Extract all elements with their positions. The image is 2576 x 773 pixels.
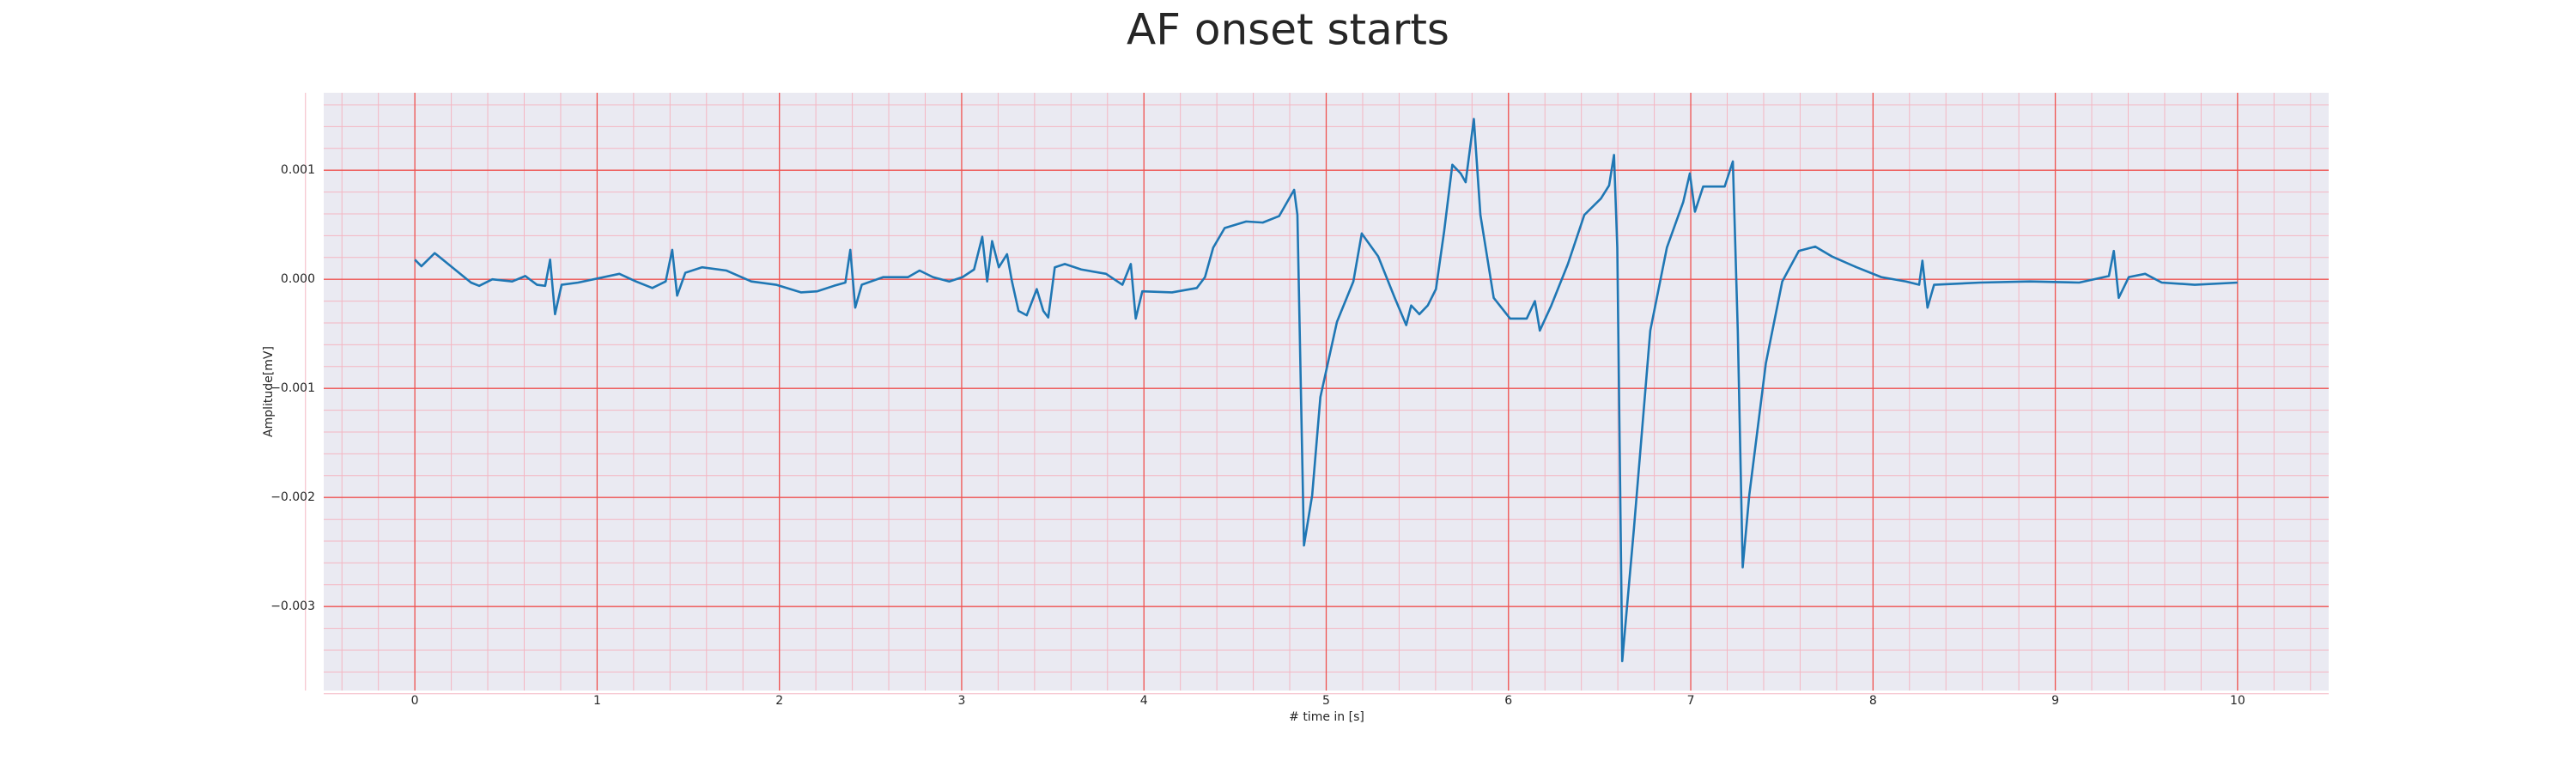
y-tick-label: 0.001 xyxy=(281,163,315,177)
y-axis-label: Amplitude[mV] xyxy=(262,346,276,437)
y-tick-label: −0.003 xyxy=(270,600,315,613)
y-tick-label: −0.001 xyxy=(270,381,315,395)
x-tick-label: 4 xyxy=(1140,694,1148,708)
x-tick-label: 8 xyxy=(1869,694,1877,708)
signal-line xyxy=(414,118,2238,663)
y-tick-label: 0.000 xyxy=(281,272,315,286)
marks xyxy=(414,118,2238,663)
x-tick-label: 5 xyxy=(1322,694,1330,708)
x-tick-label: 9 xyxy=(2051,694,2059,708)
x-tick-label: 7 xyxy=(1687,694,1695,708)
x-tick-label: 6 xyxy=(1504,694,1512,708)
x-tick-label: 2 xyxy=(775,694,783,708)
x-tick-label: 10 xyxy=(2230,694,2245,708)
x-axis-label: # time in [s] xyxy=(1289,710,1364,724)
x-tick-label: 0 xyxy=(411,694,419,708)
x-tick-label: 1 xyxy=(593,694,601,708)
y-tick-label: −0.002 xyxy=(270,490,315,504)
chart-title: AF onset starts xyxy=(1127,5,1449,55)
x-tick-label: 3 xyxy=(957,694,965,708)
